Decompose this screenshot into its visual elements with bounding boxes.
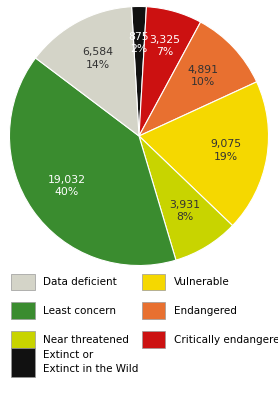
Text: Near threatened: Near threatened xyxy=(43,334,129,344)
Text: 3,931
8%: 3,931 8% xyxy=(169,200,200,222)
Text: Data deficient: Data deficient xyxy=(43,277,117,287)
Text: 19,032
40%: 19,032 40% xyxy=(48,175,86,198)
Text: Critically endangered: Critically endangered xyxy=(174,334,278,344)
Wedge shape xyxy=(9,58,176,266)
Wedge shape xyxy=(139,7,201,136)
Wedge shape xyxy=(139,22,257,136)
Text: 3,325
7%: 3,325 7% xyxy=(149,35,180,58)
Wedge shape xyxy=(36,7,139,136)
Wedge shape xyxy=(131,6,147,136)
Wedge shape xyxy=(139,136,232,260)
Text: 4,891
10%: 4,891 10% xyxy=(188,64,219,87)
Text: 6,584
14%: 6,584 14% xyxy=(82,47,113,70)
Text: 875
2%: 875 2% xyxy=(129,32,149,54)
Text: 9,075
19%: 9,075 19% xyxy=(210,139,241,162)
Text: Endangered: Endangered xyxy=(174,306,237,316)
Text: Least concern: Least concern xyxy=(43,306,116,316)
Wedge shape xyxy=(139,82,269,226)
Text: Vulnerable: Vulnerable xyxy=(174,277,230,287)
Text: Extinct or
Extinct in the Wild: Extinct or Extinct in the Wild xyxy=(43,350,138,374)
